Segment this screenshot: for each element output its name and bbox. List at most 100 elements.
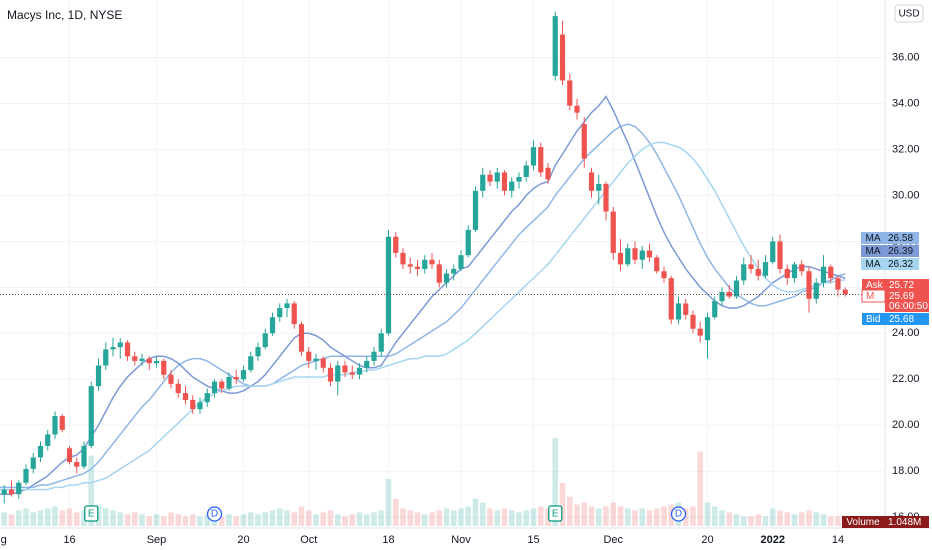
ma-value-box — [885, 245, 919, 257]
candle-body — [262, 333, 268, 348]
volume-bar — [487, 508, 493, 526]
volume-bar — [1, 512, 8, 526]
candle-body — [443, 273, 450, 283]
candle-body — [371, 351, 377, 361]
y-tick-label: 36.00 — [892, 51, 920, 63]
volume-bar — [624, 508, 631, 526]
volume-bar — [552, 438, 559, 526]
event-badge — [548, 505, 563, 522]
candle-body — [690, 314, 696, 329]
volume-bar — [95, 504, 102, 526]
chart-title: Macys Inc, 1D, NYSE — [7, 8, 122, 22]
volume-bar — [748, 516, 754, 526]
ma-tag — [861, 245, 885, 257]
ma-value-box — [885, 258, 919, 270]
volume-bar — [349, 514, 356, 526]
y-tick-label: 20.00 — [892, 419, 920, 431]
volume-bar — [226, 514, 232, 526]
candle-body — [414, 266, 421, 269]
volume-bar — [342, 516, 348, 526]
quote-box — [885, 290, 929, 312]
quote-name: M — [866, 291, 874, 302]
candle-body — [400, 252, 406, 265]
candle-body — [269, 317, 276, 334]
ma-value: 26.32 — [888, 259, 913, 270]
volume-name: Volume — [846, 517, 880, 528]
currency[interactable]: USD — [898, 9, 919, 20]
candle-body — [755, 268, 761, 276]
grid — [0, 0, 885, 528]
quote-tag — [862, 313, 885, 325]
volume-bar — [197, 516, 203, 526]
candle-body — [168, 374, 174, 384]
volume-bar — [777, 510, 783, 526]
volume-bar — [827, 516, 834, 526]
candle-body — [683, 303, 689, 315]
candle-body — [422, 259, 428, 269]
volume-bar — [30, 512, 37, 526]
volume-bar — [784, 512, 791, 526]
candle-body — [139, 358, 145, 361]
quote-name: Ask — [866, 280, 884, 291]
x-tick-label: 2022 — [761, 534, 785, 546]
currency-button[interactable] — [894, 4, 924, 23]
candle-body — [364, 360, 370, 368]
candle-body — [784, 268, 790, 279]
volume-bar — [363, 514, 370, 526]
volume-bar — [8, 514, 15, 526]
volume-bar — [523, 510, 530, 526]
ma-tag-name: MA — [866, 259, 881, 270]
volume-bar — [160, 516, 167, 526]
volume-bar — [233, 516, 240, 526]
volume-bar — [320, 512, 327, 526]
candle-body — [777, 241, 783, 269]
volume-bar — [255, 514, 261, 526]
quote-tag — [862, 279, 885, 291]
event-label: D — [211, 509, 218, 520]
volume-bar — [755, 514, 762, 526]
volume-bar — [610, 502, 617, 526]
candle-body — [124, 342, 131, 357]
candle-body — [30, 457, 36, 469]
ma-value: 26.58 — [888, 233, 913, 244]
candle-body — [52, 416, 58, 435]
volume-bar — [102, 508, 109, 526]
volume-bar — [334, 514, 341, 526]
candle-body — [74, 462, 80, 467]
candle-body — [465, 229, 471, 256]
candle-body — [219, 381, 225, 389]
candle-body — [327, 367, 334, 382]
y-tick-label: 34.00 — [892, 97, 920, 109]
volume-bar — [59, 510, 66, 526]
candle-body — [639, 250, 645, 260]
x-tick-label: 14 — [832, 534, 844, 546]
volume-bar — [23, 508, 29, 526]
candle-body — [349, 372, 355, 375]
candle-body — [646, 250, 653, 258]
volume-bar — [131, 512, 138, 526]
candle-body — [255, 347, 261, 357]
ma-tag-name: MA — [866, 246, 881, 257]
volume-bar — [458, 508, 464, 526]
volume-bar — [762, 516, 769, 526]
candle-body — [632, 248, 638, 260]
candle-body — [748, 264, 754, 269]
volume-bar — [690, 506, 696, 526]
candle-body — [501, 172, 508, 191]
candle-body — [842, 289, 848, 295]
candle-body — [66, 448, 73, 463]
y-tick-label: 32.00 — [892, 143, 920, 155]
candle-body — [719, 291, 725, 302]
candle-body — [828, 266, 834, 279]
volume-bar — [15, 510, 22, 526]
candle-body — [559, 34, 566, 81]
volume-bar — [813, 512, 820, 526]
volume-bar — [639, 508, 646, 526]
candle-body — [132, 356, 138, 361]
candle-body — [480, 174, 486, 191]
candle-body — [436, 264, 442, 283]
candle-body — [668, 278, 674, 320]
candle-body — [88, 386, 94, 446]
candle-body — [813, 282, 819, 299]
x-tick-label: Nov — [451, 534, 471, 546]
